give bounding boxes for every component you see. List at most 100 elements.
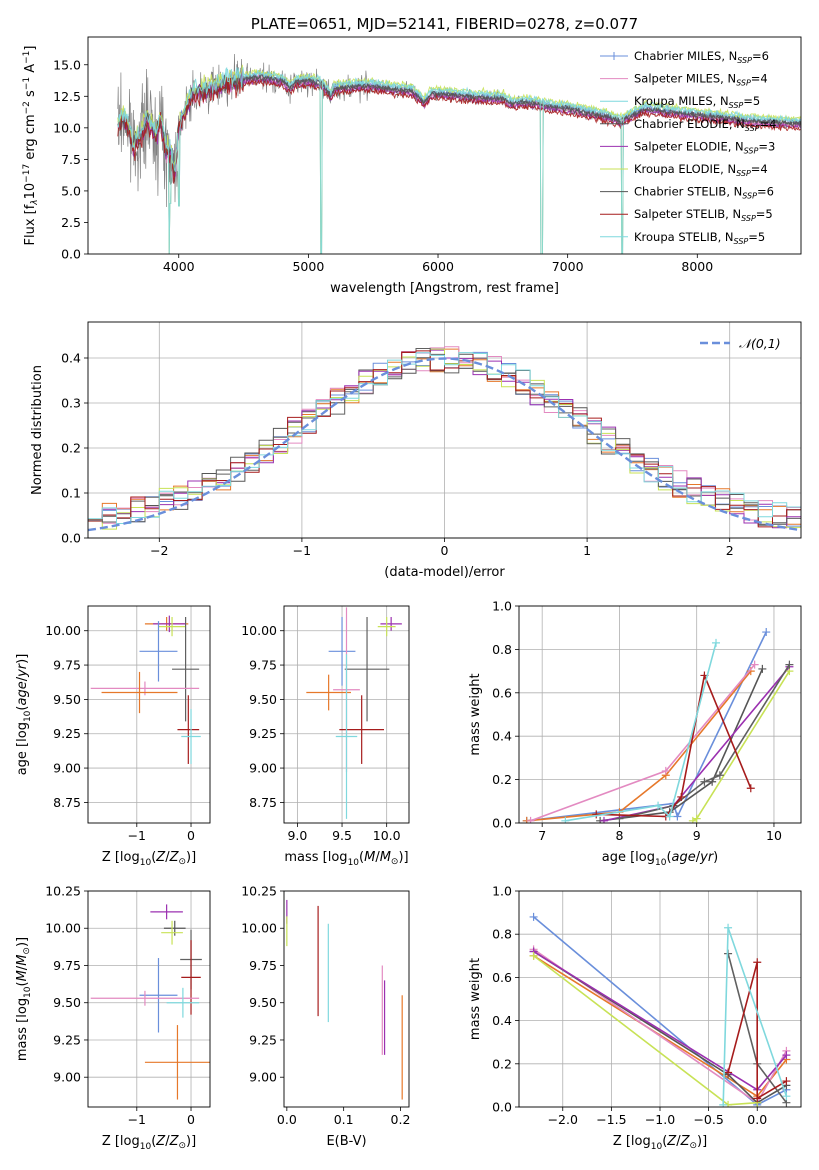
- tick-label-y: 1.0: [492, 884, 512, 899]
- label-part: −17: [22, 164, 32, 183]
- label-part: 10: [651, 1142, 663, 1152]
- label-part: Chabrier STELIB, N: [634, 185, 742, 199]
- tick-label-y: 0.2: [492, 1056, 512, 1071]
- weight-marker: [753, 1094, 762, 1103]
- label-part: SSP: [742, 192, 757, 201]
- label-part: Z: [155, 1134, 166, 1149]
- legend-label: Chabrier ELODIE, NSSP=4: [634, 117, 776, 133]
- weight-marker: [615, 814, 624, 823]
- weight-marker: [700, 777, 709, 786]
- tick-label-y: 5.0: [61, 183, 81, 198]
- tick-label-y: 10.00: [241, 921, 277, 936]
- legend-label: Salpeter ELODIE, NSSP=3: [634, 139, 775, 155]
- label-part: /: [676, 1134, 681, 1149]
- label-part: (: [151, 850, 156, 865]
- label-part: =5: [748, 230, 765, 244]
- y-axis-label: age [log10(age/yr)]: [15, 654, 33, 776]
- label-part: Kroupa STELIB, N: [634, 230, 734, 244]
- label-part: Salpeter ELODIE, N: [634, 139, 744, 153]
- label-part: SSP: [741, 214, 756, 223]
- tick-label-x: 0: [187, 828, 195, 843]
- tick-label-x: 9: [693, 828, 701, 843]
- tick-label-x: −0.5: [693, 1112, 723, 1127]
- label-part: Z: [666, 1134, 677, 1149]
- tick-label-x: −1: [293, 543, 311, 558]
- label-part: SSP: [729, 101, 744, 110]
- label-part: age: [15, 681, 30, 705]
- axes-frame: [87, 321, 802, 539]
- label-part: SSP: [734, 237, 749, 246]
- weight-line: [533, 950, 787, 1104]
- tick-label-x: 8000: [681, 259, 713, 274]
- residual-hists: [88, 346, 801, 532]
- label-part: Flux [f: [23, 204, 38, 245]
- tick-label-y: 9.75: [249, 958, 277, 973]
- tick-label-y: 9.25: [249, 1032, 277, 1047]
- tick-label-y: 0.4: [61, 351, 81, 366]
- figure-title: PLATE=0651, MJD=52141, FIBERID=0278, z=0…: [251, 15, 638, 33]
- tick-label-x: −2: [150, 543, 168, 558]
- label-part: Z: [169, 1134, 180, 1149]
- label-part: (: [662, 1134, 667, 1149]
- massweight_vs_Z-panel: −2.0 −1.5 −1.0 −0.5 0.0 0.0 0.2 0.4 0.6 0.8 1.0 Z […: [468, 884, 802, 1152]
- axes-frame: [283, 890, 410, 1108]
- tick-label-x: 0.0: [277, 1112, 297, 1127]
- axes-frame: [87, 36, 802, 255]
- axes-frame: [87, 605, 211, 824]
- label-part: −2: [22, 101, 32, 114]
- tick-label-y: 9.50: [53, 995, 81, 1010]
- label-part: M: [15, 970, 30, 981]
- tick-label-y: 9.00: [249, 761, 277, 776]
- weight-marker: [715, 771, 724, 780]
- weight-lines: [529, 912, 791, 1107]
- label-part: yr: [699, 850, 715, 865]
- tick-label-y: 0.1: [61, 486, 81, 501]
- x-axis-label: (data-model)/error: [384, 565, 505, 580]
- tick-label-y: 0.0: [492, 1100, 512, 1115]
- tick-label-y: 10.00: [45, 921, 81, 936]
- label-part: 10: [348, 858, 360, 868]
- weight-marker: [661, 766, 670, 775]
- label-part: ⊙: [391, 857, 399, 867]
- tick-label-y: 10.00: [241, 623, 277, 638]
- label-part: Salpeter MILES, N: [634, 72, 736, 86]
- residual-histogram: [88, 352, 801, 524]
- y-axis-label: Flux [fλ10−17 erg cm−2 s−1 A−1]: [22, 46, 40, 246]
- tick-label-y: 15.0: [53, 57, 81, 72]
- tick-label-x: 5000: [292, 259, 324, 274]
- weight-line: [526, 631, 767, 822]
- label-part: age: [672, 850, 696, 865]
- weight-marker: [665, 812, 674, 821]
- label-part: =6: [757, 185, 774, 199]
- tick-label-x: 9.0: [287, 828, 307, 843]
- residual-histogram: [88, 350, 801, 528]
- x-axis-label: mass [log10(M/M⊙)]: [284, 850, 408, 868]
- y-axis-label: Normed distribution: [30, 365, 45, 495]
- tick-label-y: 0.6: [492, 970, 512, 985]
- label-part: /: [165, 1134, 170, 1149]
- residuals-panel: −2 −1 0 1 2 0.0 0.1 0.2 0.3 0.4 (data-model)/error…: [30, 321, 802, 580]
- label-part: yr: [15, 662, 30, 678]
- tick-label-y: 12.5: [53, 89, 81, 104]
- label-part: λ: [30, 199, 40, 205]
- label-part: (: [15, 706, 30, 711]
- label-part: ]: [23, 46, 38, 51]
- tick-label-y: 0.8: [492, 927, 512, 942]
- tick-label-y: 0.8: [492, 642, 512, 657]
- mass_vs_ebv-panel: 0.0 0.1 0.2 9.00 9.25 9.50 9.75 10.00 10.25 E(B-V…: [241, 884, 410, 1150]
- label-part: 10: [140, 858, 152, 868]
- axes-frame: [518, 605, 802, 824]
- tick-label-y: 1.0: [492, 599, 512, 614]
- label-part: 10: [655, 858, 667, 868]
- model-spectrum-line: [117, 66, 801, 254]
- label-part: )]: [186, 850, 196, 865]
- tick-label-x: 2: [726, 543, 734, 558]
- label-part: (: [666, 850, 671, 865]
- label-part: =5: [756, 207, 773, 221]
- weight-marker: [750, 660, 759, 669]
- label-part: age [log: [602, 850, 655, 865]
- tick-label-x: 8: [615, 828, 623, 843]
- label-part: Kroupa MILES, N: [634, 94, 729, 108]
